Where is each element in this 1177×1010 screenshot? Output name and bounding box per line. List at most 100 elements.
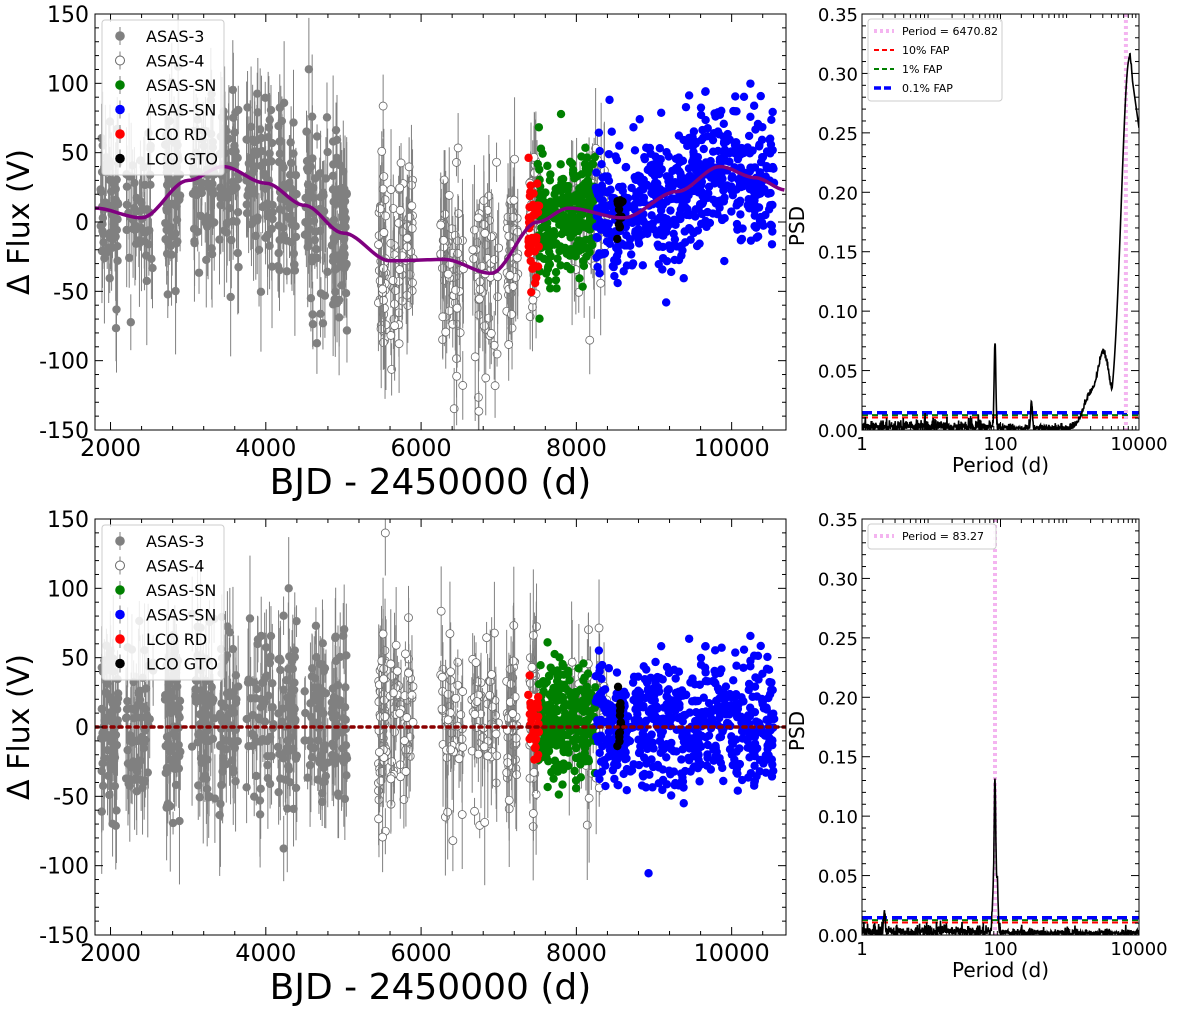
axes-frame	[861, 518, 1140, 936]
data-point	[304, 65, 314, 74]
data-point	[227, 235, 236, 245]
data-point	[504, 795, 514, 805]
data-point	[148, 263, 157, 273]
data-point	[604, 727, 613, 737]
data-point	[731, 92, 740, 101]
data-point	[653, 215, 662, 224]
data-point	[555, 246, 564, 256]
data-point	[749, 781, 759, 790]
data-point	[274, 221, 284, 230]
data-point	[686, 767, 695, 776]
data-point	[722, 718, 732, 728]
data-point	[641, 783, 651, 792]
data-point	[487, 670, 497, 679]
data-point	[491, 729, 501, 739]
data-point	[595, 774, 604, 784]
data-point	[632, 188, 641, 197]
x-tick-label: 10000	[1110, 939, 1167, 960]
y-tick-label: 0.10	[818, 807, 858, 828]
data-point	[600, 218, 610, 228]
data-point	[762, 164, 771, 173]
data-point	[658, 785, 667, 795]
data-point	[454, 754, 464, 764]
data-point	[261, 673, 270, 682]
data-point	[448, 836, 458, 846]
data-point	[633, 217, 643, 226]
legend-marker	[115, 104, 125, 115]
data-point	[715, 668, 725, 678]
data-point	[341, 289, 351, 298]
data-point	[697, 731, 707, 741]
data-point	[581, 164, 591, 173]
data-point	[647, 730, 656, 739]
data-point	[143, 768, 152, 777]
data-point	[555, 760, 564, 770]
data-point	[535, 314, 544, 323]
data-point	[761, 210, 770, 220]
data-point	[506, 679, 516, 689]
data-point	[756, 157, 766, 167]
series-lco-rd-4	[524, 671, 544, 764]
data-point	[342, 326, 352, 335]
data-point	[750, 747, 759, 756]
data-point	[563, 712, 573, 722]
data-point	[486, 329, 496, 338]
data-point	[226, 292, 235, 302]
data-point	[655, 144, 665, 153]
data-point	[578, 282, 587, 291]
data-point	[267, 751, 276, 761]
data-point	[208, 186, 217, 195]
data-point	[273, 742, 283, 752]
data-point	[622, 754, 631, 763]
data-point	[307, 255, 316, 264]
data-point	[439, 235, 448, 245]
data-point	[594, 128, 604, 137]
data-point	[696, 653, 706, 663]
data-point	[216, 799, 225, 809]
data-point	[642, 143, 651, 152]
data-point	[244, 159, 254, 168]
data-point	[543, 782, 552, 792]
legend-marker	[115, 31, 125, 41]
data-point	[698, 191, 707, 201]
data-point	[220, 760, 229, 769]
data-point	[567, 159, 577, 168]
data-point	[698, 125, 707, 135]
legend-box	[867, 523, 997, 550]
data-point	[544, 671, 554, 680]
data-point	[474, 406, 484, 416]
y-tick-label: 0.25	[818, 124, 858, 145]
x-tick-label: 100	[983, 939, 1017, 960]
data-point	[701, 115, 710, 125]
data-point	[725, 148, 734, 158]
data-point	[252, 771, 261, 781]
data-point	[625, 234, 635, 244]
data-point	[732, 185, 741, 194]
lightcurve-panel-0: 2000 4000 6000 8000 10000 -150 -100 -50 0 50 100 15…	[2, 3, 787, 503]
data-point	[528, 211, 537, 220]
data-point	[708, 147, 718, 156]
y-tick-label: 0.35	[818, 510, 858, 531]
data-point	[136, 713, 146, 722]
data-point	[643, 744, 652, 754]
data-point	[548, 717, 557, 727]
data-point	[565, 196, 574, 206]
data-point	[732, 747, 741, 756]
data-point	[743, 743, 752, 752]
data-point	[739, 92, 749, 102]
data-point	[312, 245, 321, 254]
data-point	[595, 748, 604, 758]
data-point	[285, 178, 294, 188]
data-point	[252, 216, 262, 225]
y-tick-label: -100	[39, 350, 89, 375]
data-point	[339, 167, 348, 176]
data-point	[766, 134, 775, 143]
data-point	[744, 131, 754, 141]
data-point	[401, 649, 410, 659]
data-point	[108, 201, 117, 211]
data-point	[265, 149, 274, 158]
data-point	[533, 201, 542, 210]
data-point	[745, 149, 755, 158]
y-axis-title: Δ Flux (V)	[2, 654, 37, 800]
